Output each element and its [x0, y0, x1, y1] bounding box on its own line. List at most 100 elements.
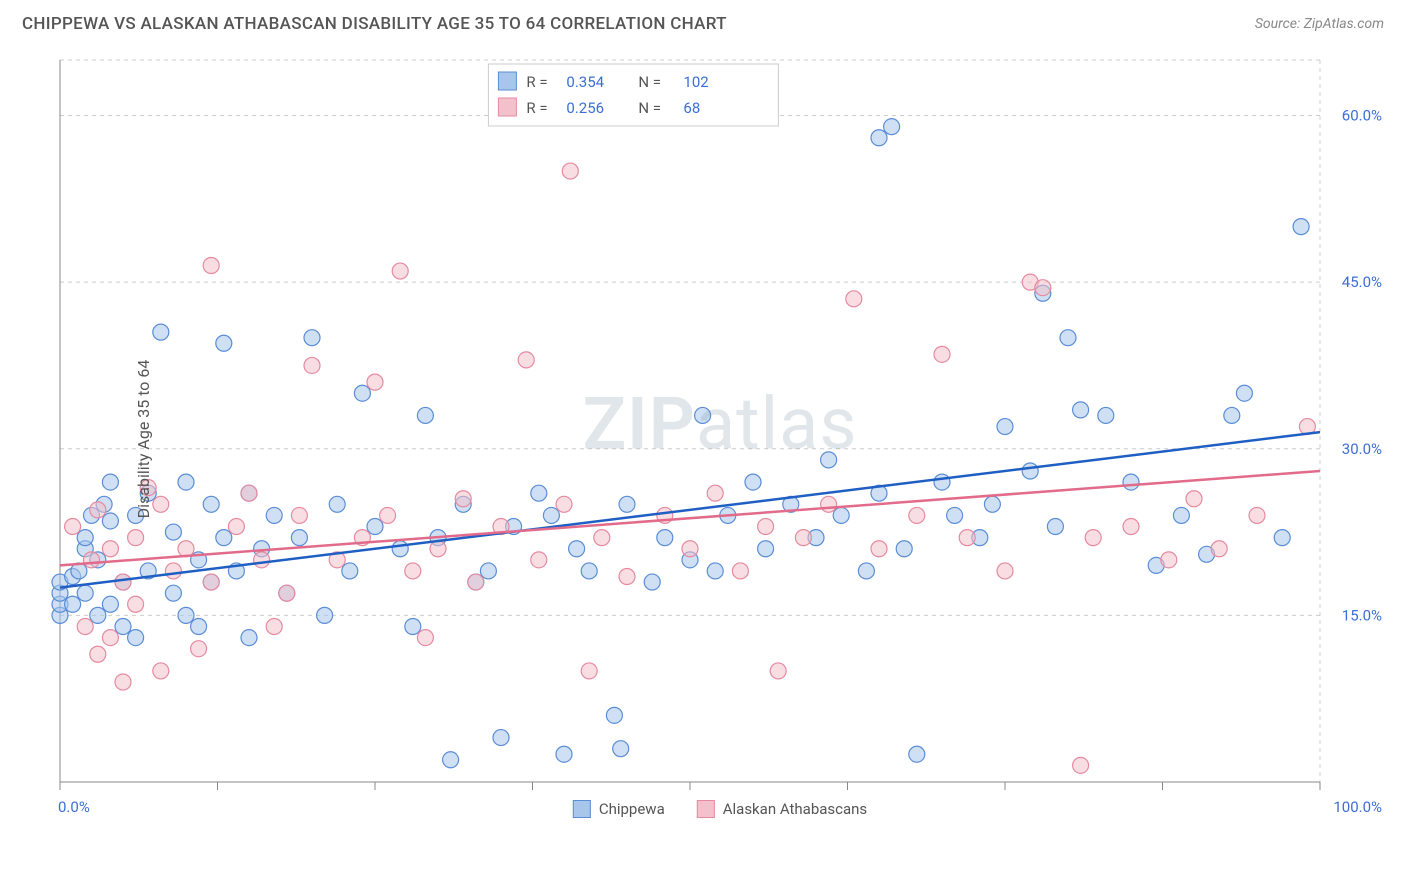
- data-point: [392, 541, 408, 557]
- data-point: [1211, 541, 1227, 557]
- data-point: [216, 335, 232, 351]
- y-tick-label: 15.0%: [1342, 606, 1382, 624]
- legend-swatch: [498, 72, 516, 90]
- data-point: [682, 541, 698, 557]
- data-point: [102, 541, 118, 557]
- legend-n-label: N =: [638, 99, 661, 117]
- data-point: [304, 357, 320, 373]
- data-point: [934, 474, 950, 490]
- data-point: [417, 407, 433, 423]
- series-alaskan-athabascans: [65, 163, 1316, 773]
- data-point: [581, 663, 597, 679]
- data-point: [934, 346, 950, 362]
- data-point: [102, 630, 118, 646]
- data-point: [291, 530, 307, 546]
- legend-r-value: 0.256: [566, 99, 604, 117]
- legend-label: Chippewa: [599, 800, 665, 818]
- data-point: [997, 563, 1013, 579]
- data-point: [65, 596, 81, 612]
- data-point: [884, 119, 900, 135]
- legend-swatch: [697, 800, 715, 818]
- data-point: [1073, 757, 1089, 773]
- data-point: [745, 474, 761, 490]
- data-point: [90, 607, 106, 623]
- data-point: [115, 618, 131, 634]
- data-point: [493, 730, 509, 746]
- legend-r-label: R =: [526, 99, 547, 117]
- data-point: [165, 563, 181, 579]
- data-point: [1236, 385, 1252, 401]
- legend-swatch: [573, 800, 591, 818]
- data-point: [153, 324, 169, 340]
- data-point: [619, 569, 635, 585]
- data-point: [266, 618, 282, 634]
- data-point: [191, 618, 207, 634]
- data-point: [871, 541, 887, 557]
- data-point: [455, 491, 471, 507]
- data-point: [367, 374, 383, 390]
- data-point: [102, 596, 118, 612]
- data-point: [1123, 474, 1139, 490]
- data-point: [468, 574, 484, 590]
- data-point: [430, 541, 446, 557]
- data-point: [329, 496, 345, 512]
- data-point: [77, 585, 93, 601]
- data-point: [84, 552, 100, 568]
- data-point: [1022, 463, 1038, 479]
- data-point: [165, 585, 181, 601]
- data-point: [241, 630, 257, 646]
- data-point: [291, 507, 307, 523]
- data-point: [128, 630, 144, 646]
- data-point: [1161, 552, 1177, 568]
- data-point: [531, 552, 547, 568]
- data-point: [833, 507, 849, 523]
- data-point: [254, 552, 270, 568]
- y-tick-label: 30.0%: [1342, 440, 1382, 458]
- data-point: [644, 574, 660, 590]
- data-point: [1224, 407, 1240, 423]
- data-point: [1249, 507, 1265, 523]
- data-point: [758, 541, 774, 557]
- data-point: [795, 530, 811, 546]
- data-point: [228, 519, 244, 535]
- data-point: [279, 585, 295, 601]
- data-point: [1123, 519, 1139, 535]
- scatter-plot: 15.0%30.0%45.0%60.0%R =0.354N =102R =0.2…: [50, 54, 1390, 824]
- data-point: [90, 502, 106, 518]
- data-point: [997, 419, 1013, 435]
- data-point: [165, 524, 181, 540]
- legend-item: Chippewa: [573, 800, 665, 818]
- data-point: [65, 519, 81, 535]
- legend-n-value: 102: [683, 73, 708, 91]
- data-point: [732, 563, 748, 579]
- data-point: [203, 574, 219, 590]
- data-point: [417, 630, 433, 646]
- y-tick-label: 60.0%: [1342, 107, 1382, 125]
- data-point: [342, 563, 358, 579]
- data-point: [241, 485, 257, 501]
- data-point: [102, 474, 118, 490]
- data-point: [909, 746, 925, 762]
- data-point: [304, 330, 320, 346]
- data-point: [543, 507, 559, 523]
- data-point: [392, 263, 408, 279]
- data-point: [619, 496, 635, 512]
- data-point: [1035, 280, 1051, 296]
- data-point: [203, 257, 219, 273]
- data-point: [380, 507, 396, 523]
- data-point: [115, 574, 131, 590]
- data-point: [613, 741, 629, 757]
- data-point: [77, 530, 93, 546]
- legend-r-value: 0.354: [566, 73, 604, 91]
- data-point: [128, 596, 144, 612]
- data-point: [909, 507, 925, 523]
- data-point: [556, 746, 572, 762]
- data-point: [1274, 530, 1290, 546]
- data-point: [562, 163, 578, 179]
- data-point: [569, 541, 585, 557]
- data-point: [657, 530, 673, 546]
- data-point: [695, 407, 711, 423]
- data-point: [770, 663, 786, 679]
- data-point: [266, 507, 282, 523]
- data-point: [216, 530, 232, 546]
